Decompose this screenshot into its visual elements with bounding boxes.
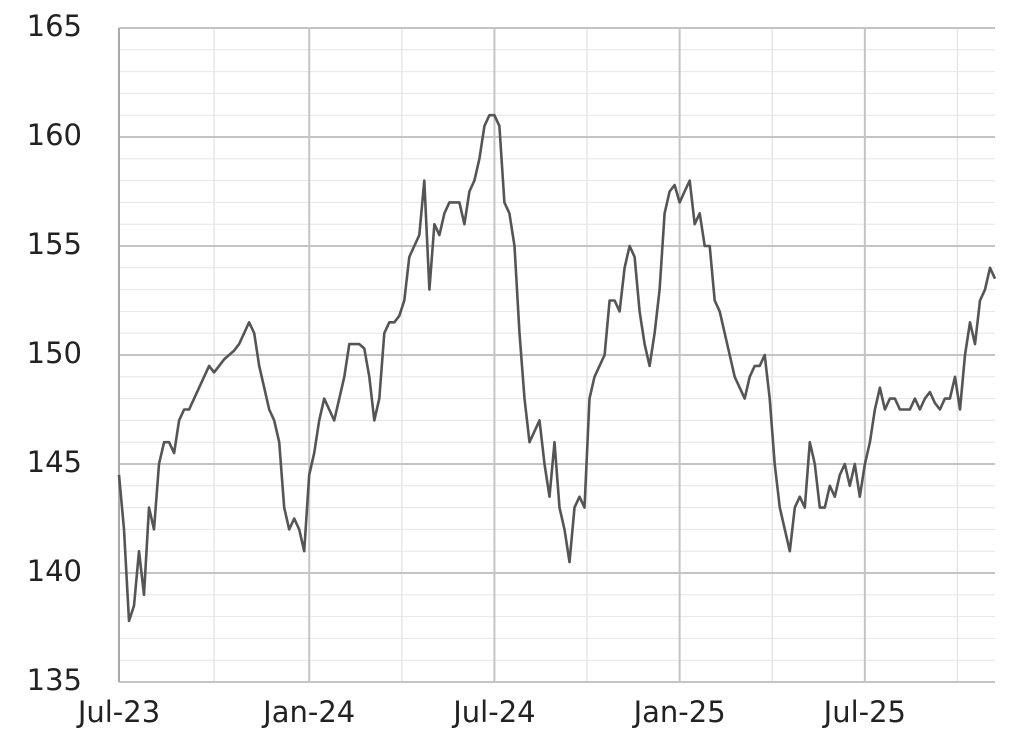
x-tick-label: Jul-25 [822, 695, 906, 729]
y-tick-label: 140 [27, 554, 82, 588]
x-tick-label: Jan-24 [261, 695, 355, 729]
x-tick-label: Jul-23 [76, 695, 160, 729]
x-tick-label: Jan-25 [632, 695, 726, 729]
y-tick-label: 145 [27, 445, 82, 479]
y-tick-label: 155 [27, 227, 82, 261]
y-tick-label: 160 [27, 118, 82, 152]
price-line [117, 113, 997, 623]
y-tick-label: 165 [27, 9, 82, 43]
x-tick-label: Jul-24 [451, 695, 535, 729]
y-tick-label: 150 [27, 336, 82, 370]
y-tick-label: 135 [27, 663, 82, 697]
